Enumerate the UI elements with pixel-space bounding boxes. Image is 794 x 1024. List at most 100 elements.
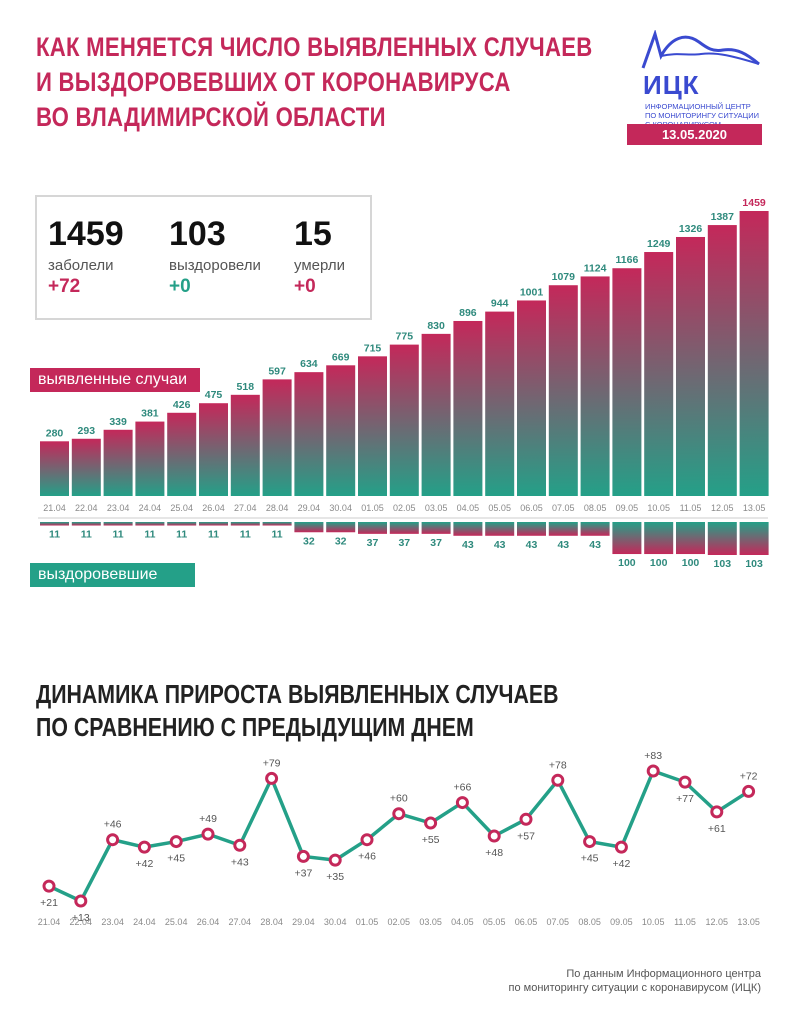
case-bar <box>326 365 356 496</box>
case-value-label: 1326 <box>679 223 703 235</box>
case-value-label: 381 <box>141 408 159 420</box>
case-value-label: 293 <box>78 425 96 437</box>
growth-value-label: +79 <box>263 757 281 769</box>
recovered-bar <box>421 522 451 534</box>
growth-point <box>455 796 469 810</box>
title-line-2: И ВЫЗДОРОВЕВШИХ ОТ КОРОНАВИРУСА <box>36 67 511 97</box>
section-title-line-1: ДИНАМИКА ПРИРОСТА ВЫЯВЛЕННЫХ СЛУЧАЕВ <box>36 679 559 709</box>
growth-point <box>646 764 660 778</box>
case-bar <box>358 356 387 496</box>
date-tick-label: 08.05 <box>584 503 607 513</box>
case-value-label: 1459 <box>742 197 766 209</box>
growth-point <box>392 807 406 821</box>
recovered-value-label: 11 <box>81 529 92 541</box>
date-tick-label: 28.04 <box>266 503 289 513</box>
growth-value-label: +55 <box>422 834 440 846</box>
recovered-value-label: 32 <box>303 535 315 547</box>
case-bar <box>230 394 260 496</box>
case-value-label: 518 <box>237 381 255 393</box>
case-bar <box>294 372 324 496</box>
date-tick-label: 09.05 <box>610 917 633 927</box>
stat-label: умерли <box>294 257 345 274</box>
growth-point <box>710 805 724 819</box>
growth-value-label: +43 <box>231 856 249 868</box>
case-value-label: 1249 <box>647 238 671 250</box>
date-tick-label: 05.05 <box>483 917 506 927</box>
recovered-bar <box>230 522 260 526</box>
date-tick-label: 08.05 <box>578 917 601 927</box>
growth-value-label: +46 <box>104 819 122 831</box>
date-tick-label: 10.05 <box>647 503 670 513</box>
recovered-value-label: 100 <box>650 557 668 569</box>
date-tick-label: 24.04 <box>139 503 162 513</box>
growth-line <box>48 769 750 903</box>
growth-value-label: +45 <box>167 853 185 865</box>
recovered-value-label: 37 <box>430 537 442 549</box>
source-note: По данным Информационного центра по мони… <box>509 967 761 995</box>
case-bar <box>389 344 419 496</box>
growth-point <box>742 784 756 798</box>
date-tick-label: 03.05 <box>419 917 442 927</box>
case-bar <box>485 311 515 496</box>
growth-point <box>74 894 88 908</box>
recovered-bar <box>707 522 737 555</box>
stat-value: 15 <box>294 215 332 253</box>
date-tick-label: 21.04 <box>43 503 66 513</box>
growth-point <box>137 840 151 854</box>
case-value-label: 1387 <box>711 211 735 223</box>
growth-value-label: +21 <box>40 897 58 909</box>
case-value-label: 426 <box>173 399 191 411</box>
growth-value-label: +49 <box>199 813 217 825</box>
case-bar <box>135 421 165 496</box>
growth-value-label: +42 <box>612 858 630 870</box>
growth-point <box>328 853 342 867</box>
recovered-value-label: 37 <box>367 537 379 549</box>
recovered-value-label: 11 <box>113 529 124 541</box>
logo-subtitle-line: ИНФОРМАЦИОННЫЙ ЦЕНТР <box>645 102 751 111</box>
recovered-bar <box>612 522 642 555</box>
date-tick-label: 02.05 <box>388 917 411 927</box>
case-bar <box>517 300 546 496</box>
date-tick-label: 13.05 <box>737 917 760 927</box>
growth-value-label: +66 <box>453 782 471 794</box>
recovered-value-label: 43 <box>589 539 601 551</box>
date-tick-label: 12.05 <box>706 917 729 927</box>
growth-value-label: +48 <box>485 847 503 859</box>
stat-cases: 1459 заболели +72 <box>48 215 124 298</box>
date-tick-label: 24.04 <box>133 917 156 927</box>
case-value-label: 944 <box>491 298 509 310</box>
date-tick-label: 04.05 <box>457 503 480 513</box>
case-value-label: 1166 <box>616 254 639 266</box>
growth-value-label: +13 <box>72 912 90 924</box>
stat-label: выздоровели <box>169 257 261 274</box>
recovered-bar <box>71 522 101 526</box>
growth-point <box>424 816 438 830</box>
source-line: по мониторингу ситуации с коронавирусом … <box>508 982 761 994</box>
recovered-bar <box>358 522 387 534</box>
growth-point <box>169 835 183 849</box>
date-tick-label: 29.04 <box>298 503 321 513</box>
growth-point <box>551 773 565 787</box>
date-tick-label: 01.05 <box>361 503 384 513</box>
recovered-value-label: 11 <box>144 529 155 541</box>
recovered-bar <box>644 522 674 555</box>
growth-point <box>233 838 247 852</box>
case-value-label: 775 <box>396 331 414 343</box>
stat-recovered: 103 выздоровели +0 <box>169 215 261 298</box>
title-line-3: ВО ВЛАДИМИРСКОЙ ОБЛАСТИ <box>36 102 386 132</box>
date-tick-label: 23.04 <box>101 917 124 927</box>
recovered-bar <box>103 522 133 526</box>
date-tick-label: 21.04 <box>38 917 61 927</box>
stats-box: 1459 заболели +72 103 выздоровели +0 15 … <box>35 195 372 320</box>
recovered-bar <box>548 522 578 536</box>
growth-value-label: +42 <box>135 858 153 870</box>
case-value-label: 830 <box>427 320 445 332</box>
recovered-bar <box>199 522 228 526</box>
case-value-label: 1124 <box>584 262 607 274</box>
date-tick-label: 27.04 <box>234 503 257 513</box>
growth-point <box>201 827 215 841</box>
recovered-bar <box>262 522 292 526</box>
growth-point <box>614 840 628 854</box>
case-value-label: 1001 <box>520 286 544 298</box>
